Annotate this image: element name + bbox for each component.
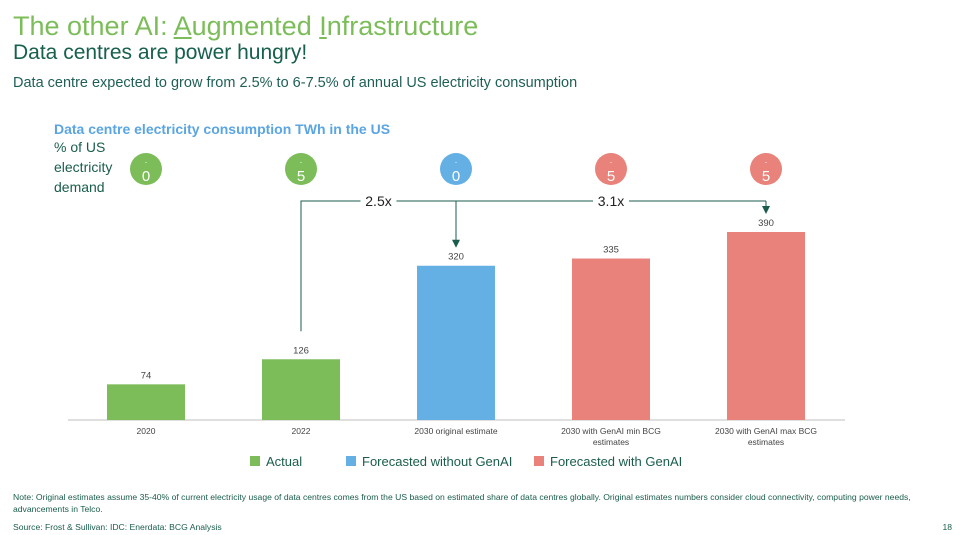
pct-circle-value: 5 <box>762 168 770 185</box>
pct-circle-value: 5 <box>297 168 305 185</box>
chart-title: Data centre electricity consumption TWh … <box>54 121 391 137</box>
multiplier-label: 2.5x <box>365 193 391 209</box>
legend-label-actual: Actual <box>266 454 302 469</box>
x-tick-label: 2022 <box>292 426 311 436</box>
data-label: 126 <box>293 345 309 356</box>
legend-label-without: Forecasted without GenAI <box>362 454 512 469</box>
connector-2022-2030 <box>300 200 456 332</box>
pct-circle-value: 0 <box>452 168 460 185</box>
pct-circle <box>595 153 627 185</box>
multiplier-label: 3.1x <box>598 193 624 209</box>
x-tick-label: 2030 with GenAI max BCG <box>715 426 817 436</box>
data-label: 335 <box>603 245 619 256</box>
page-title: The other AI: Augmented Infrastructure <box>13 11 479 41</box>
x-tick-label: 2030 with GenAI min BCG <box>561 426 661 436</box>
page-number: 18 <box>942 522 952 532</box>
x-tick-label: estimates <box>593 437 629 447</box>
bar-2020 <box>107 384 185 420</box>
legend-swatch-actual <box>250 456 260 466</box>
lead-text: Data centre expected to grow from 2.5% t… <box>13 75 578 91</box>
multiplier-bg <box>360 192 397 210</box>
pct-circle-value: 5 <box>607 168 615 185</box>
x-tick-label: 2020 <box>137 426 156 436</box>
pct-circle <box>440 153 472 185</box>
pct-circle-dot: . <box>300 155 303 165</box>
pct-circle-dot: . <box>610 155 613 165</box>
source-note: Source: Frost & Sullivan: IDC: Enerdata:… <box>13 522 222 532</box>
legend-label-with: Forecasted with GenAI <box>550 454 682 469</box>
bar-2030-with-genai-min-bcg-estimates <box>572 258 650 420</box>
x-tick-label: estimates <box>748 437 784 447</box>
data-label: 320 <box>448 252 464 263</box>
bar-2022 <box>262 359 340 420</box>
bar-2030-with-genai-max-bcg-estimates <box>727 232 805 420</box>
bar-2030-original-estimate <box>417 265 495 420</box>
footnote: Note: Original estimates assume 35-40% o… <box>13 492 911 514</box>
page-subtitle: Data centres are power hungry! <box>13 41 308 64</box>
pct-circle-dot: . <box>145 155 148 165</box>
data-label: 74 <box>141 370 152 381</box>
pct-circle <box>750 153 782 185</box>
legend-swatch-without <box>346 456 356 466</box>
pct-circle <box>130 153 162 185</box>
pct-circle <box>285 153 317 185</box>
pct-circle-dot: . <box>765 155 768 165</box>
pct-circle-dot: . <box>455 155 458 165</box>
x-tick-label: 2030 original estimate <box>414 426 497 436</box>
pct-circle-value: 0 <box>142 168 150 185</box>
multiplier-bg <box>593 192 629 210</box>
pct-demand-label: % of US electricity demand <box>54 139 113 195</box>
legend-swatch-with <box>534 456 544 466</box>
data-label: 390 <box>758 218 774 229</box>
